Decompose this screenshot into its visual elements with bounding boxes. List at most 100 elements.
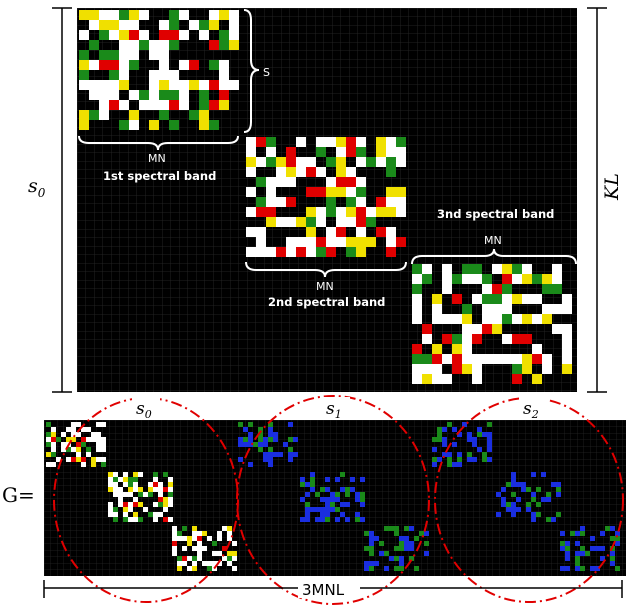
svg-text:s1: s1 xyxy=(326,399,342,421)
pixel-cell xyxy=(133,512,138,517)
pixel-cell xyxy=(570,531,575,536)
pixel-cell xyxy=(286,247,296,257)
pixel-cell xyxy=(108,487,113,492)
pixel-cell xyxy=(256,177,266,187)
pixel-cell xyxy=(232,566,237,571)
pixel-cell xyxy=(61,432,66,437)
pixel-cell xyxy=(266,177,276,187)
pixel-cell xyxy=(286,167,296,177)
pixel-cell xyxy=(562,364,572,374)
pixel-cell xyxy=(320,497,325,502)
pixel-cell xyxy=(266,137,276,147)
pixel-cell xyxy=(562,344,572,354)
pixel-cell xyxy=(288,437,293,442)
pixel-cell xyxy=(477,432,482,437)
pixel-cell xyxy=(467,437,472,442)
pixel-cell xyxy=(366,207,376,217)
pixel-cell xyxy=(452,427,457,432)
pixel-cell xyxy=(89,80,99,90)
pixel-cell xyxy=(119,70,129,80)
pixel-cell xyxy=(364,566,369,571)
pixel-cell xyxy=(506,502,511,507)
pixel-cell xyxy=(232,556,237,561)
pixel-cell xyxy=(452,354,462,364)
pixel-cell xyxy=(422,354,432,364)
pixel-cell xyxy=(182,546,187,551)
pixel-cell xyxy=(305,492,310,497)
pixel-cell xyxy=(600,531,605,536)
pixel-cell xyxy=(432,374,442,384)
band-block-2 xyxy=(246,137,406,257)
pixel-cell xyxy=(108,472,113,477)
pixel-cell xyxy=(219,80,229,90)
pixel-cell xyxy=(129,110,139,120)
pixel-cell xyxy=(462,274,472,284)
pixel-cell xyxy=(315,517,320,522)
pixel-cell xyxy=(472,334,482,344)
pixel-cell xyxy=(217,531,222,536)
pixel-cell xyxy=(76,422,81,427)
pixel-cell xyxy=(113,472,118,477)
pixel-cell xyxy=(316,137,326,147)
pixel-cell xyxy=(159,60,169,70)
equation-lhs: G= xyxy=(2,483,35,507)
pixel-cell xyxy=(575,531,580,536)
band-block-3 xyxy=(412,264,572,384)
pixel-cell xyxy=(409,526,414,531)
pixel-cell xyxy=(320,487,325,492)
pixel-cell xyxy=(192,556,197,561)
pixel-cell xyxy=(565,541,570,546)
pixel-cell xyxy=(330,497,335,502)
pixel-cell xyxy=(422,374,432,384)
pixel-cell xyxy=(168,477,173,482)
pixel-cell xyxy=(169,10,179,20)
pixel-cell xyxy=(232,541,237,546)
pixel-cell xyxy=(404,526,409,531)
pixel-cell xyxy=(149,70,159,80)
pixel-cell xyxy=(91,437,96,442)
pixel-cell xyxy=(394,566,399,571)
pixel-cell xyxy=(336,157,346,167)
pixel-cell xyxy=(227,531,232,536)
pixel-cell xyxy=(356,237,366,247)
pixel-cell xyxy=(512,354,522,364)
pixel-cell xyxy=(133,502,138,507)
pixel-cell xyxy=(326,177,336,187)
pixel-cell xyxy=(310,487,315,492)
pixel-cell xyxy=(293,452,298,457)
pixel-cell xyxy=(412,284,422,294)
pixel-cell xyxy=(219,10,229,20)
pixel-cell xyxy=(159,20,169,30)
pixel-cell xyxy=(346,207,356,217)
pixel-cell xyxy=(286,157,296,167)
pixel-cell xyxy=(286,177,296,187)
pixel-cell xyxy=(350,487,355,492)
pixel-cell xyxy=(462,314,472,324)
pixel-cell xyxy=(422,324,432,334)
pixel-cell xyxy=(138,517,143,522)
pixel-cell xyxy=(442,442,447,447)
pixel-cell xyxy=(139,30,149,40)
pixel-cell xyxy=(109,50,119,60)
pixel-cell xyxy=(512,364,522,374)
pixel-cell xyxy=(442,314,452,324)
pixel-cell xyxy=(487,442,492,447)
pixel-cell xyxy=(209,10,219,20)
pixel-cell xyxy=(565,566,570,571)
pixel-cell xyxy=(346,167,356,177)
pixel-cell xyxy=(113,512,118,517)
pixel-cell xyxy=(384,551,389,556)
pixel-cell xyxy=(562,294,572,304)
pixel-cell xyxy=(315,492,320,497)
pixel-cell xyxy=(399,556,404,561)
pixel-cell xyxy=(356,157,366,167)
pixel-cell xyxy=(169,40,179,50)
pixel-cell xyxy=(394,531,399,536)
pixel-cell xyxy=(76,442,81,447)
pixel-cell xyxy=(414,536,419,541)
block2-width-brace xyxy=(245,261,407,278)
pixel-cell xyxy=(306,187,316,197)
pixel-cell xyxy=(482,304,492,314)
pixel-cell xyxy=(163,507,168,512)
pixel-cell xyxy=(374,536,379,541)
